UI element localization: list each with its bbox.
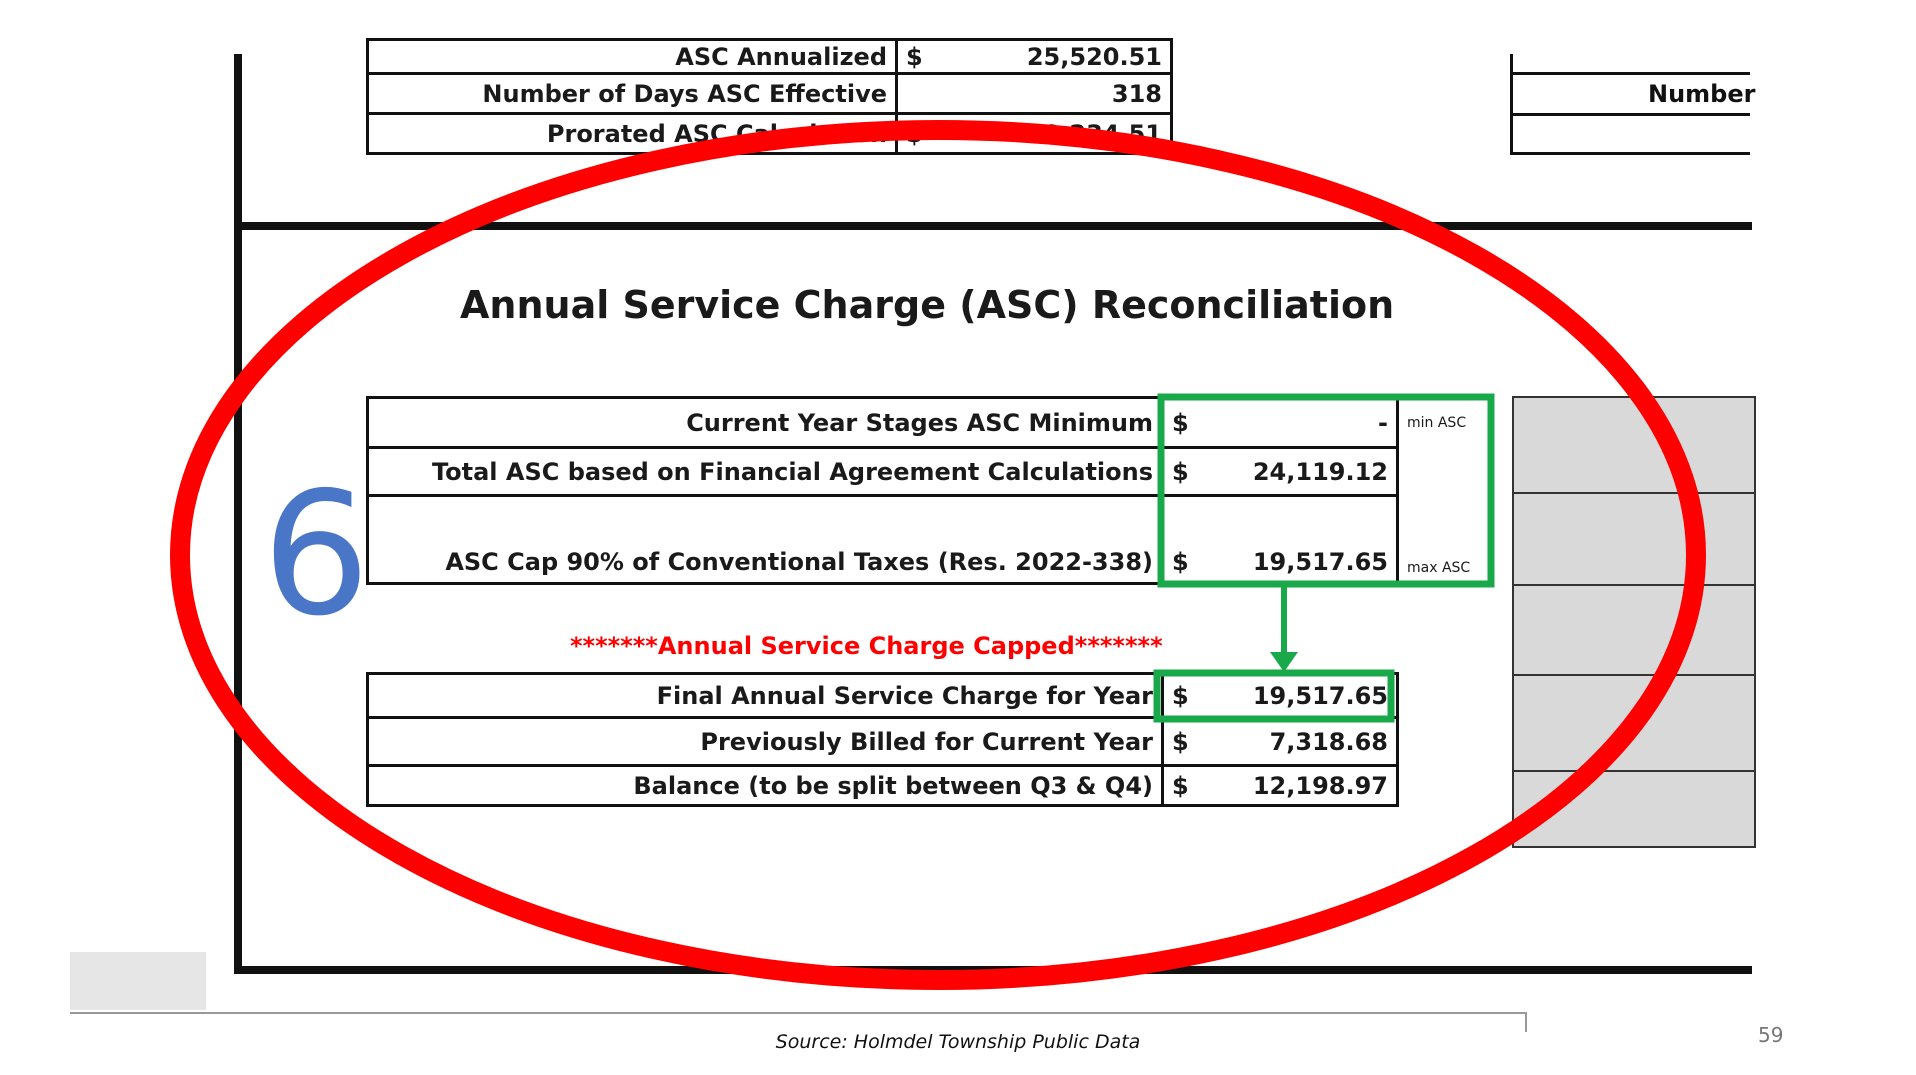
row-value: 24,119.12: [1200, 446, 1399, 497]
row-label: ASC Annualized: [366, 38, 898, 75]
footer-rule: [70, 1012, 1525, 1014]
top-summary-table: ASC Annualized $ 25,520.51 Number of Day…: [366, 38, 1173, 155]
row-label: ASC Cap 90% of Conventional Taxes (Res. …: [366, 494, 1164, 585]
red-highlight-ellipse: [170, 120, 1706, 990]
table-row: Current Year Stages ASC Minimum $ - min …: [366, 396, 1479, 449]
gray-cell: [1512, 770, 1756, 848]
currency-symbol: $: [1161, 494, 1200, 585]
section-title: Annual Service Charge (ASC) Reconciliati…: [460, 283, 1395, 327]
row-value: 12,198.97: [1200, 764, 1399, 807]
table-row: Number of Days ASC Effective 318: [366, 72, 1173, 115]
table-row: Balance (to be split between Q3 & Q4) $ …: [366, 764, 1399, 807]
right-partial-label: Number: [1648, 80, 1756, 108]
row-value: 25,520.51: [934, 38, 1173, 75]
row-value: 7,318.68: [1200, 716, 1399, 767]
step-number: 6: [262, 456, 371, 654]
row-label: Total ASC based on Financial Agreement C…: [366, 446, 1164, 497]
sheet-frame-left: [234, 54, 242, 974]
currency-symbol: $: [1161, 764, 1200, 807]
footer-rule-tick: [1525, 1012, 1527, 1032]
row-label: Number of Days ASC Effective: [366, 72, 898, 115]
gray-cell: [1512, 584, 1756, 676]
currency-symbol: $: [895, 38, 934, 75]
green-arrow-head: [1270, 652, 1298, 672]
row-value: -: [1200, 396, 1399, 449]
final-charge-table: Final Annual Service Charge for Year $ 1…: [366, 672, 1399, 807]
page-number: 59: [1758, 1023, 1784, 1047]
row-label: Final Annual Service Charge for Year: [366, 672, 1164, 719]
row-label: Previously Billed for Current Year: [366, 716, 1164, 767]
capped-banner: *******Annual Service Charge Capped*****…: [570, 632, 1163, 660]
row-label: Current Year Stages ASC Minimum: [366, 396, 1164, 449]
row-label: Balance (to be split between Q3 & Q4): [366, 764, 1164, 807]
table-row: ASC Cap 90% of Conventional Taxes (Res. …: [366, 494, 1479, 585]
green-final-box: [1153, 669, 1395, 723]
sheet-section-divider: [234, 222, 1752, 230]
table-row: Previously Billed for Current Year $ 7,3…: [366, 716, 1399, 767]
gray-cell: [1512, 396, 1756, 494]
table-row: ASC Annualized $ 25,520.51: [366, 38, 1173, 75]
row-value: 318: [934, 72, 1173, 115]
source-caption: Source: Holmdel Township Public Data: [775, 1031, 1141, 1053]
row-note: min ASC: [1407, 414, 1467, 431]
gray-block: [70, 952, 206, 1010]
right-table-line: [1510, 72, 1750, 75]
currency-symbol: [895, 72, 934, 115]
row-note: max ASC: [1407, 559, 1471, 576]
table-row: Final Annual Service Charge for Year $ 1…: [366, 672, 1399, 719]
right-table-edge: [1510, 54, 1513, 154]
right-table-line: [1510, 113, 1750, 116]
row-value: 19,517.65: [1200, 494, 1399, 585]
right-table-line: [1510, 152, 1750, 155]
green-highlight-box: [1157, 393, 1495, 588]
gray-cell: [1512, 492, 1756, 586]
